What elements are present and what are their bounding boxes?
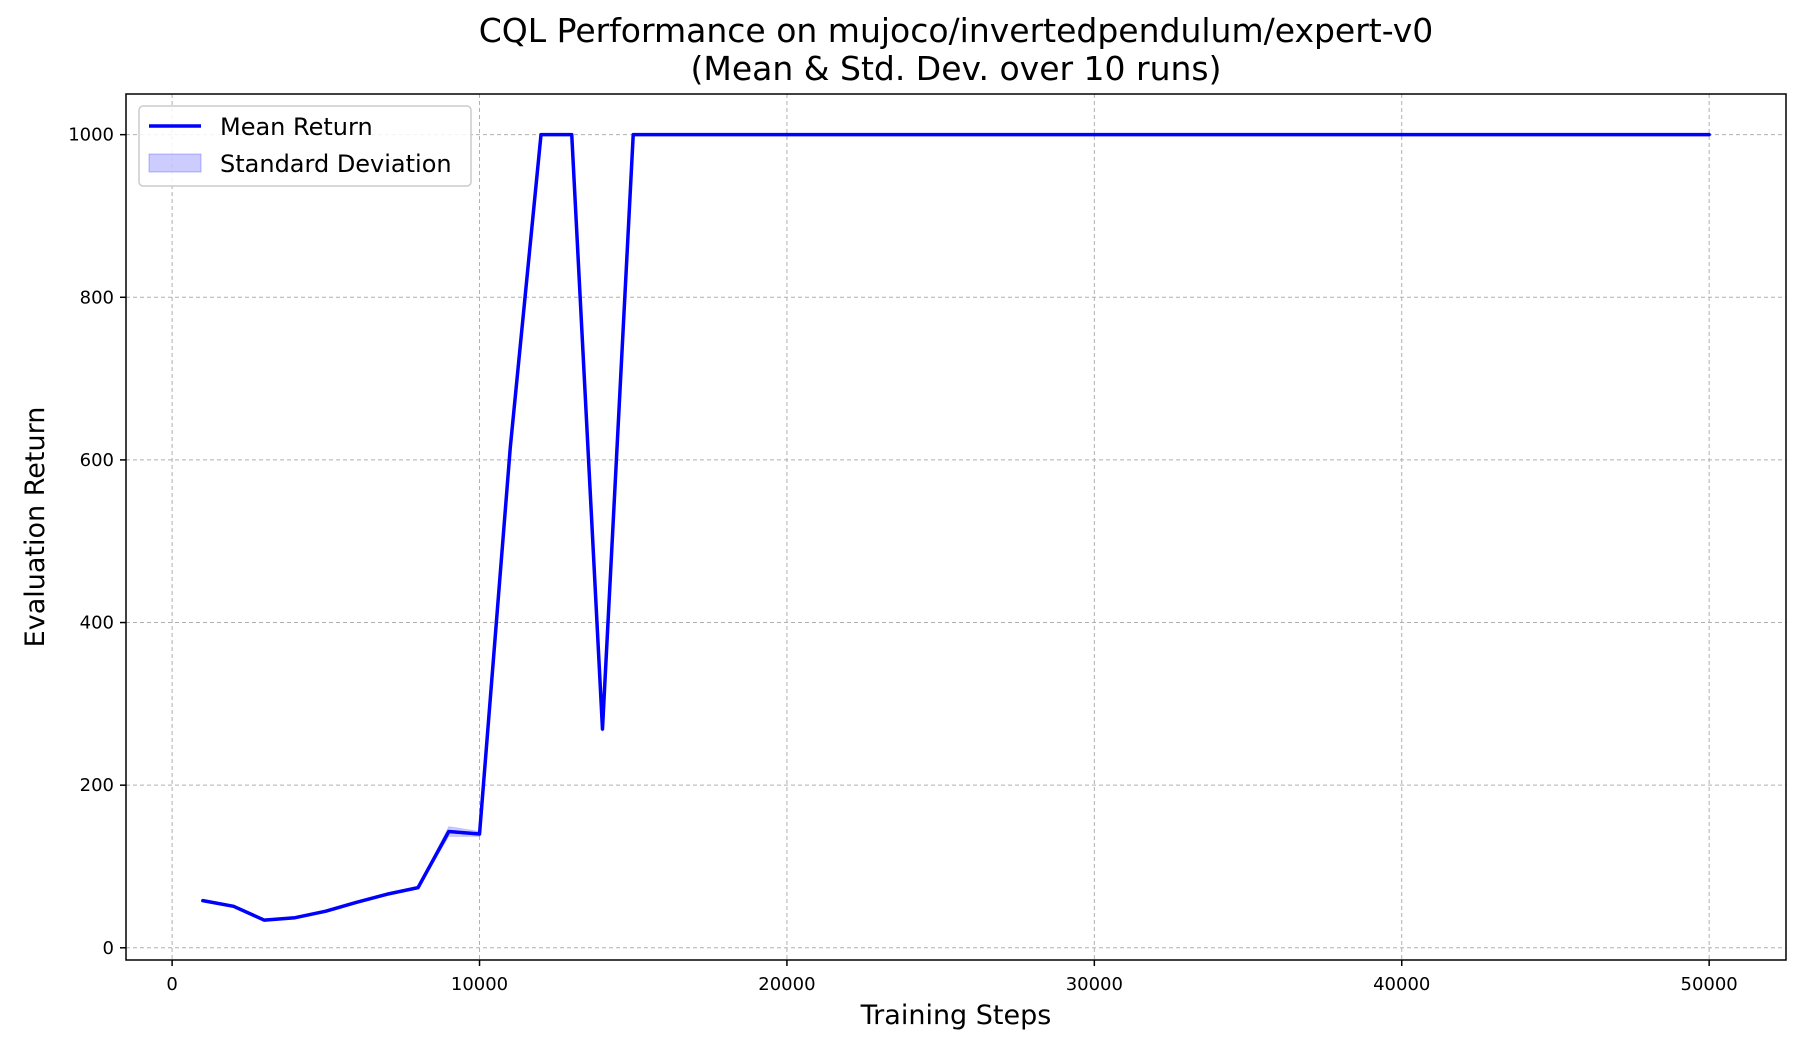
y-tick-label: 400 xyxy=(80,613,114,634)
x-tick-label: 10000 xyxy=(451,974,508,995)
chart-subtitle: (Mean & Std. Dev. over 10 runs) xyxy=(691,49,1222,88)
x-tick-label: 20000 xyxy=(758,974,815,995)
legend-label-mean: Mean Return xyxy=(220,113,373,141)
x-axis-label: Training Steps xyxy=(860,1000,1052,1031)
x-tick-label: 30000 xyxy=(1066,974,1123,995)
y-tick-label: 200 xyxy=(80,775,114,796)
legend-label-std: Standard Deviation xyxy=(220,150,452,178)
y-tick-label: 800 xyxy=(80,287,114,308)
chart-title: CQL Performance on mujoco/invertedpendul… xyxy=(479,11,1434,50)
y-tick-label: 1000 xyxy=(68,125,114,146)
x-tick-label: 40000 xyxy=(1373,974,1430,995)
y-axis-label: Evaluation Return xyxy=(20,407,51,648)
x-tick-label: 0 xyxy=(166,974,177,995)
x-tick-label: 50000 xyxy=(1681,974,1738,995)
mean-return-line xyxy=(201,132,1711,922)
legend-band-swatch xyxy=(148,153,202,173)
legend-box xyxy=(138,105,472,187)
y-tick-label: 600 xyxy=(80,450,114,471)
mean-line-layer xyxy=(201,132,1711,922)
y-tick-label: 0 xyxy=(103,938,114,959)
legend: Mean Return Standard Deviation xyxy=(138,105,472,187)
plot-frame xyxy=(125,93,1787,961)
ticks: 0 10000 20000 30000 40000 50000 0 200 400 600 800 1… xyxy=(68,125,1738,995)
